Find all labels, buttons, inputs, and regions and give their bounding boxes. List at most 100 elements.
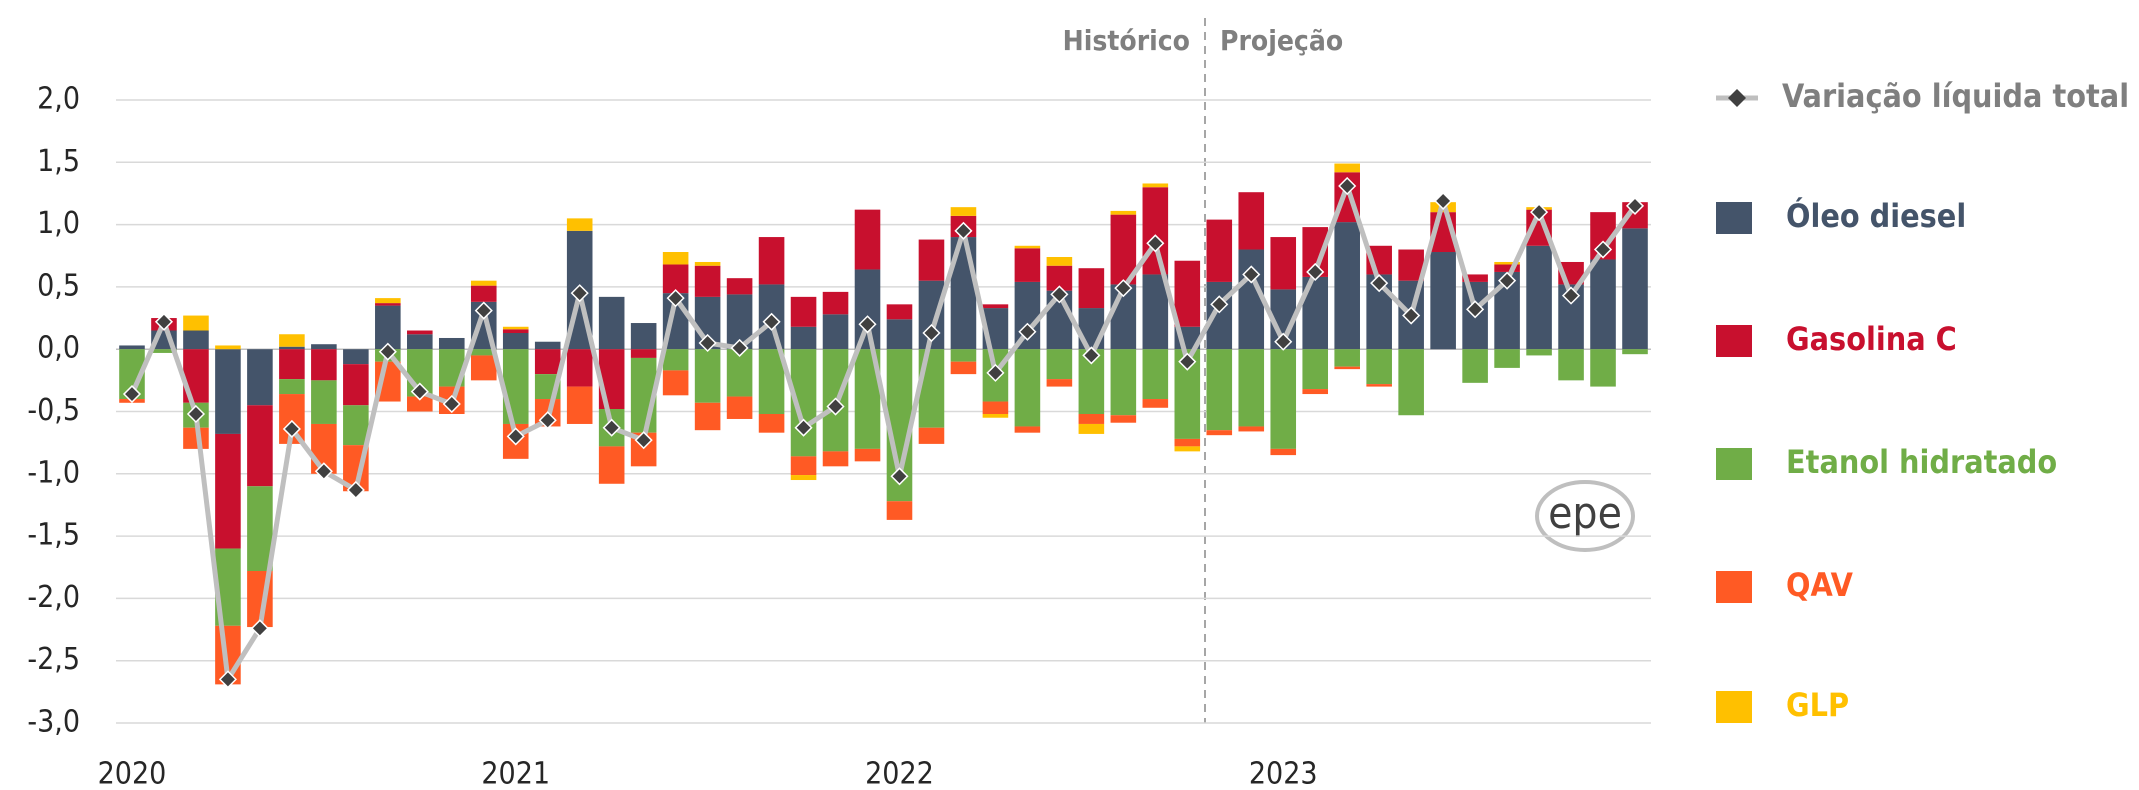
bar-segment [758, 413, 785, 433]
annotation: Histórico [1063, 24, 1190, 57]
total-marker [122, 384, 142, 404]
bar-segment [918, 239, 945, 281]
total-marker [1466, 300, 1485, 319]
bar-segment [598, 296, 625, 350]
total-marker [1178, 352, 1197, 371]
bar-segment [822, 451, 849, 467]
bar-segment [247, 349, 273, 406]
legend-swatch [1716, 202, 1752, 234]
bar-segment [726, 278, 753, 295]
total-marker [1018, 322, 1037, 341]
bar-segment [279, 346, 305, 350]
bar-segment [407, 334, 433, 350]
bar-segment [1494, 349, 1520, 368]
bar-segment [758, 237, 785, 285]
total-marker [1242, 265, 1261, 284]
total-marker [1210, 295, 1229, 314]
bar-segment [470, 355, 497, 381]
bar-segment [694, 261, 721, 266]
bar-segment [630, 323, 657, 350]
y-tick-label: -2,0 [27, 580, 80, 615]
bar-segment [1526, 349, 1552, 356]
bar-segment [662, 349, 689, 371]
bar-segment [1142, 349, 1169, 400]
bar-segment [1142, 183, 1169, 188]
x-tick-label: 2023 [1249, 757, 1318, 790]
bar-segment [343, 349, 369, 365]
bar-segment [502, 329, 529, 334]
bar-segment [982, 304, 1009, 309]
bar-segment [694, 402, 721, 431]
total-marker [1274, 332, 1293, 351]
total-marker [538, 411, 557, 430]
total-marker [1114, 279, 1133, 298]
bar-segment [1430, 252, 1456, 350]
bar-segment [119, 345, 145, 350]
total-marker [858, 315, 877, 334]
bar-segment [438, 337, 465, 350]
bar-segment [1270, 237, 1297, 290]
bar-segment [822, 314, 849, 350]
legend-swatch [1716, 325, 1752, 357]
bar-segment [1462, 349, 1488, 383]
bar-segment [726, 349, 753, 397]
bar-segment [598, 446, 625, 484]
bar-segment [566, 386, 593, 424]
bar-segment [790, 296, 817, 327]
bar-segment [311, 349, 337, 381]
bar-segment [1206, 349, 1233, 431]
logo-ring [1535, 480, 1635, 552]
bar-segment [1014, 349, 1041, 427]
total-marker [730, 338, 749, 358]
total-marker [634, 431, 653, 450]
bar-segment [151, 349, 177, 353]
bar-segment [502, 333, 529, 350]
bar-segment [1014, 248, 1041, 282]
legend-label: Gasolina C [1786, 320, 1957, 358]
bar-segment [247, 405, 273, 487]
total-marker [954, 221, 973, 240]
bar-segment [1014, 245, 1041, 249]
total-marker [346, 480, 365, 500]
bar-segment [1590, 259, 1616, 350]
total-marker [186, 404, 206, 424]
total-marker [1434, 191, 1453, 210]
bar-segment [502, 326, 529, 330]
bar-segment [1334, 349, 1360, 367]
bar-segment [950, 349, 977, 362]
total-marker [698, 333, 717, 353]
annotation: Projeção [1220, 24, 1343, 57]
bar-segment [1078, 413, 1105, 424]
bar-segment [1302, 349, 1329, 390]
bar-segment [375, 303, 401, 306]
total-marker [1338, 176, 1357, 196]
y-tick-label: 1,5 [37, 144, 80, 179]
bar-segment [534, 349, 561, 375]
total-marker [506, 427, 525, 446]
bar-segment [1622, 228, 1648, 350]
bar-segment [311, 380, 337, 424]
legend-swatch [1716, 571, 1752, 603]
bar-segment [566, 218, 593, 231]
legend-swatch [1716, 448, 1752, 480]
total-marker [794, 418, 813, 437]
total-marker [154, 312, 174, 331]
bar-segment [1142, 399, 1169, 408]
legend-label: Óleo diesel [1786, 196, 1966, 235]
bar-segment [534, 341, 561, 350]
bar-segment [1366, 349, 1392, 385]
bar-segment [215, 345, 241, 350]
total-marker [666, 289, 685, 308]
total-marker [314, 462, 333, 481]
bar-segment [1142, 274, 1169, 350]
total-marker [378, 342, 397, 361]
bar-segment [854, 269, 881, 350]
bar-segment [1398, 349, 1424, 416]
total-marker [1082, 346, 1101, 365]
x-tick-label: 2022 [865, 757, 934, 790]
bar-segment [470, 285, 497, 302]
total-marker [282, 419, 301, 439]
total-marker [1146, 234, 1165, 253]
bar-segment [247, 486, 273, 571]
